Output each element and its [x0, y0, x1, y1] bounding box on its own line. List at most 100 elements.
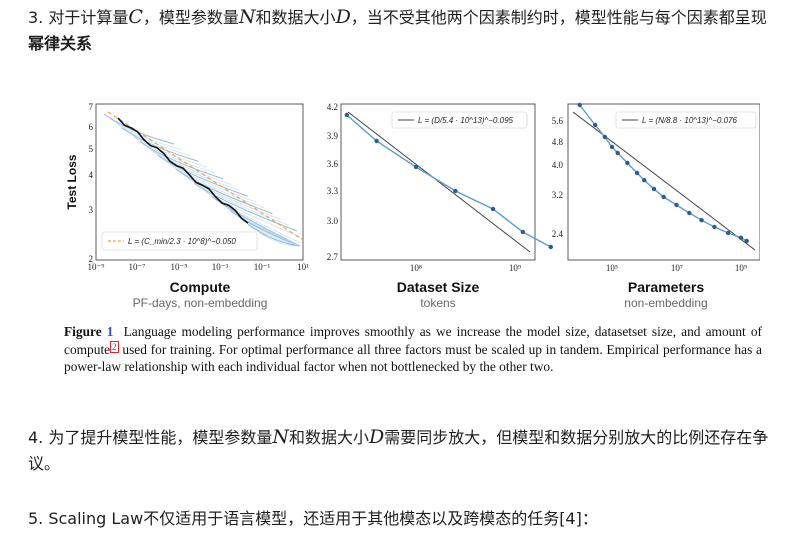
parameters-point [712, 224, 717, 230]
p4-text-b: 和数据大小 [288, 428, 369, 447]
ytick: 4.2 [327, 102, 338, 112]
parameters-point [687, 210, 692, 216]
compute-legend: L = (C_min/2.3 · 10^8)^−0.050 [128, 237, 236, 246]
caption-text: Language modeling performance improves s… [64, 324, 762, 357]
p5-text: 5. Scaling Law不仅适用于语言模型，还适用于其他模态以及跨模态的任务… [28, 509, 598, 528]
parameters-point [642, 178, 647, 183]
dataset-legend: L = (D/5.4 · 10^13)^−0.095 [418, 116, 514, 125]
ytick: 5 [89, 144, 94, 154]
dataset-point [413, 164, 419, 170]
panel-subtitle: non-embedding [624, 296, 707, 310]
parameters-point [674, 202, 679, 208]
p3-text-a: 3. 对于计算量 [28, 8, 129, 27]
dataset-point [520, 229, 526, 235]
dataset-point [453, 188, 458, 194]
ytick: 6 [89, 122, 94, 132]
parameters-point [577, 102, 582, 108]
ytick: 3.3 [327, 186, 339, 196]
dataset-point [344, 112, 350, 118]
ytick: 4.0 [552, 160, 564, 170]
ytick: 5.6 [552, 116, 564, 126]
panel-subtitle: tokens [420, 296, 455, 310]
y-axis-label: Test Loss [65, 154, 79, 209]
parameters-point [744, 238, 749, 244]
caption-number[interactable]: 1 [106, 324, 114, 339]
xtick: 10⁷ [671, 263, 683, 273]
dataset-points [344, 112, 554, 250]
frontier-curve [229, 210, 301, 247]
ytick: 3.0 [327, 216, 339, 226]
panel-dataset-size: L = (D/5.4 · 10^13)^−0.095 4.2 3.9 3.6 3… [327, 102, 554, 310]
panel-title: Compute [170, 279, 231, 295]
var-n: N [238, 6, 256, 28]
xtick: 10⁹ [735, 263, 747, 273]
frontier-curve [145, 145, 232, 185]
xtick: 10⁻¹ [254, 262, 271, 272]
var-n: N [272, 426, 289, 448]
dataset-point [374, 138, 379, 144]
var-d: D [369, 426, 385, 448]
p4-text-a: 4. 为了提升模型性能，模型参数量 [28, 428, 273, 447]
parameters-points [577, 102, 749, 244]
ytick: 3.9 [327, 131, 339, 141]
frontier-curve [157, 154, 248, 197]
paragraph-5: 5. Scaling Law不仅适用于语言模型，还适用于其他模态以及跨模态的任务… [28, 506, 778, 532]
figure-caption: Figure 1 Language modeling performance i… [64, 323, 762, 376]
parameters-point [661, 194, 666, 200]
paragraph-4: 4. 为了提升模型性能，模型参数量N和数据大小D需要同步放大，但模型和数据分别放… [28, 424, 778, 477]
compute-envelope-line [117, 117, 249, 224]
caption-label: Figure [64, 324, 102, 339]
var-d: D [335, 6, 351, 28]
parameters-legend: L = (N/8.8 · 10^13)^−0.076 [642, 116, 738, 125]
xtick: 10¹ [297, 262, 309, 272]
dataset-point [548, 244, 554, 250]
paragraph-3: 3. 对于计算量C，模型参数量N和数据大小D，当不受其他两个因素制约时，模型性能… [28, 4, 778, 57]
parameters-point [625, 160, 630, 166]
xtick: 10⁻⁹ [88, 262, 105, 272]
frontier-curve [133, 136, 216, 174]
ytick: 2 [89, 254, 94, 264]
xtick: 10⁸ [410, 263, 422, 273]
frontier-curve [253, 228, 301, 247]
xtick: 10⁻⁵ [171, 262, 188, 272]
frontier-curve [139, 141, 224, 180]
parameters-point [592, 122, 598, 128]
panel-title: Dataset Size [397, 279, 480, 295]
compute-frontier-curves [103, 113, 301, 247]
p3-text-c: 和数据大小 [255, 8, 336, 27]
caption-text-cont: used for training. For optimal performan… [64, 341, 762, 375]
panel-compute: L = (C_min/2.3 · 10^8)^−0.050 Test Loss … [65, 102, 309, 310]
ytick: 3.6 [327, 159, 339, 169]
xtick: 10⁻⁷ [129, 262, 146, 272]
parameters-point [725, 230, 731, 236]
parameters-point [634, 170, 640, 176]
p3-text-b: ，模型参数量 [142, 8, 239, 27]
p3-bold-term: 幂律关系 [28, 34, 93, 53]
ytick: 2.7 [327, 252, 339, 262]
frontier-curve [169, 164, 265, 209]
ytick: 7 [89, 102, 94, 112]
ytick: 3 [89, 205, 94, 215]
parameters-point [609, 144, 615, 150]
frontier-curve [151, 150, 240, 191]
frontier-curve [163, 159, 257, 203]
xtick: 10⁻³ [212, 262, 229, 272]
ytick: 4.8 [552, 137, 564, 147]
frontier-curve [121, 127, 199, 162]
panel-parameters: L = (N/8.8 · 10^13)^−0.076 5.6 4.8 4.0 3… [552, 102, 760, 310]
parameters-point [651, 186, 657, 192]
parameters-point [615, 150, 620, 156]
p4-text-c: 需要同步放大，但模型和数据分别放大的比例还存在争议。 [28, 428, 769, 473]
p3-text-d: ，当不受其他两个因素制约时，模型性能与每个因素都呈现 [350, 8, 767, 27]
panel-title: Parameters [628, 279, 704, 295]
frontier-curve [193, 182, 298, 232]
frontier-curve [175, 168, 273, 215]
parameters-point [738, 235, 744, 240]
footnote-link[interactable]: 2 [110, 340, 119, 353]
xtick: 10⁵ [606, 263, 618, 273]
xtick: 10⁹ [509, 263, 521, 273]
parameters-point [699, 218, 704, 223]
ytick: 3.2 [552, 190, 563, 200]
ytick: 2.4 [552, 229, 564, 239]
ytick: 4 [89, 170, 94, 180]
